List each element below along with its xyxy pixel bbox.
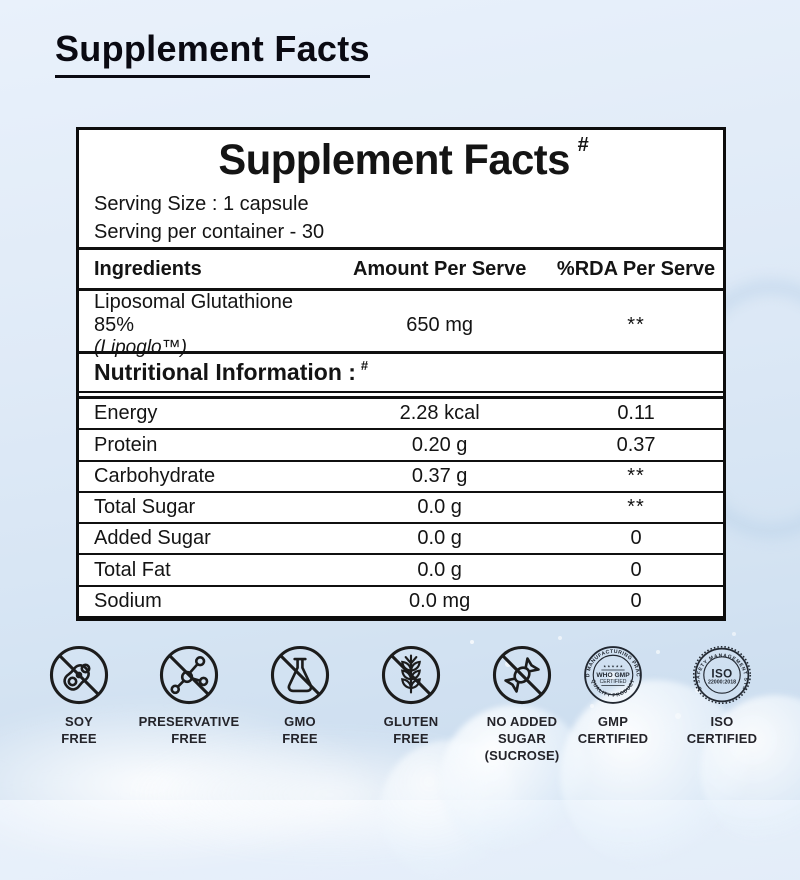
nutrient-name: Added Sugar bbox=[94, 527, 211, 550]
badge-label-line: FREE bbox=[393, 730, 429, 746]
column-rda-per-serve: %RDA Per Serve bbox=[556, 257, 716, 280]
iso-center-text: ISO bbox=[711, 667, 732, 680]
table-row: Liposomal Glutathione 85% (Lipoglo™) 650… bbox=[79, 291, 723, 358]
nutrient-amount: 0.20 g bbox=[411, 433, 468, 456]
nutrient-amount: 0.0 g bbox=[417, 527, 462, 550]
nutrient-name: Sodium bbox=[94, 589, 162, 612]
ingredient-name: Liposomal Glutathione 85% bbox=[94, 291, 294, 337]
badge-label-line: SOY bbox=[64, 714, 94, 729]
nutrient-rda: 0.37 bbox=[616, 433, 656, 456]
ingredient-amount: 650 mg bbox=[406, 313, 473, 336]
servings-per-container-text: Serving per container - 30 bbox=[94, 221, 325, 244]
iso-seal-icon: FOOD SAFETY MANAGEMENT SYSTEM ISO 22000:… bbox=[691, 643, 753, 707]
soy-free-icon bbox=[48, 643, 110, 707]
badge-label-line: FREE bbox=[171, 730, 207, 746]
table-row: Total Fat 0.0 g 0 bbox=[79, 555, 723, 587]
badge-gmo-free: GMO FREE bbox=[238, 643, 362, 748]
table-row: Total Sugar 0.0 g ** bbox=[79, 493, 723, 525]
badge-label-line: GMO bbox=[284, 714, 316, 729]
divider bbox=[79, 351, 723, 355]
divider bbox=[79, 288, 723, 292]
nutrient-amount: 0.0 mg bbox=[409, 589, 471, 612]
nutrient-name: Protein bbox=[94, 433, 158, 456]
badge-label-line: GMP bbox=[597, 714, 629, 729]
badge-iso-certified: FOOD SAFETY MANAGEMENT SYSTEM ISO 22000:… bbox=[660, 643, 784, 748]
nutrient-amount: 2.28 kcal bbox=[399, 402, 480, 425]
double-divider bbox=[79, 391, 723, 400]
badge-label-line: CERTIFIED bbox=[686, 730, 758, 746]
nutritional-information-heading: Nutritional Information : # bbox=[94, 358, 369, 386]
iso-center-subtext: 22000:2018 bbox=[708, 680, 736, 686]
supplement-facts-panel: Supplement Facts # Serving Size : 1 capsu… bbox=[76, 127, 726, 621]
column-amount-per-serve: Amount Per Serve bbox=[352, 257, 527, 280]
page-heading: Supplement Facts bbox=[55, 28, 370, 78]
badge-label-line: SUGAR (SUCROSE) bbox=[484, 730, 560, 763]
badge-label-line: PRESERVATIVE bbox=[138, 714, 240, 729]
nutrition-heading-note: # bbox=[360, 358, 369, 374]
column-ingredients: Ingredients bbox=[94, 257, 202, 280]
nutrient-name: Energy bbox=[94, 402, 158, 425]
nutrient-rda: ** bbox=[627, 464, 645, 487]
badge-label-line: NO ADDED bbox=[486, 714, 558, 729]
nutrient-amount: 0.37 g bbox=[411, 464, 468, 487]
badge-row: SOY FREE PRESERVATIVE FREE bbox=[0, 643, 800, 763]
table-row: Protein 0.20 g 0.37 bbox=[79, 430, 723, 462]
badge-preservative-free: PRESERVATIVE FREE bbox=[127, 643, 251, 748]
no-added-sugar-icon bbox=[491, 643, 553, 707]
ingredient-rda: ** bbox=[627, 313, 645, 336]
badge-no-added-sugar: NO ADDED SUGAR (SUCROSE) bbox=[460, 643, 584, 765]
nutrient-name: Carbohydrate bbox=[94, 464, 216, 487]
nutrient-name: Total Sugar bbox=[94, 496, 196, 519]
table-row: Added Sugar 0.0 g 0 bbox=[79, 524, 723, 556]
table-header-row: Ingredients Amount Per Serve %RDA Per Se… bbox=[79, 250, 723, 288]
table-row: Energy 2.28 kcal 0.11 bbox=[79, 399, 723, 431]
panel-title: Supplement Facts # bbox=[79, 130, 723, 190]
divider bbox=[79, 247, 723, 251]
page-title: Supplement Facts bbox=[55, 28, 370, 78]
table-row: Sodium 0.0 mg 0 bbox=[79, 587, 723, 616]
badge-gluten-free: GLUTEN FREE bbox=[349, 643, 473, 748]
nutrient-amount: 0.0 g bbox=[417, 558, 462, 581]
badge-label-line: GLUTEN bbox=[383, 714, 439, 729]
badge-label-line: CERTIFIED bbox=[577, 730, 649, 746]
gmp-stars: ★ ★ ★ ★ ★ bbox=[603, 665, 623, 669]
nutrient-rda: ** bbox=[627, 496, 645, 519]
gmp-center-text: WHO GMP bbox=[596, 672, 630, 679]
badge-label-line: ISO bbox=[710, 714, 734, 729]
table-row: Carbohydrate 0.37 g ** bbox=[79, 462, 723, 493]
gmo-free-icon bbox=[269, 643, 331, 707]
gmp-center-subtext: CERTIFIED bbox=[600, 679, 627, 685]
badge-label-line: FREE bbox=[61, 730, 97, 746]
nutrient-rda: 0 bbox=[630, 527, 642, 550]
badge-gmp-certified: GOOD MANUFACTURING PRACTICE QUALITY PROD… bbox=[551, 643, 675, 748]
preservative-free-icon bbox=[158, 643, 220, 707]
nutrient-amount: 0.0 g bbox=[417, 496, 462, 519]
panel-title-text: Supplement Facts bbox=[218, 135, 571, 184]
badge-soy-free: SOY FREE bbox=[17, 643, 141, 748]
panel-title-note: # bbox=[577, 133, 589, 156]
badge-label-line: FREE bbox=[282, 730, 318, 746]
nutrient-rda: 0 bbox=[630, 558, 642, 581]
nutrient-rda: 0.11 bbox=[617, 402, 655, 425]
serving-size-text: Serving Size : 1 capsule bbox=[94, 193, 309, 216]
gluten-free-icon bbox=[380, 643, 442, 707]
nutrient-rda: 0 bbox=[630, 589, 642, 612]
nutrient-name: Total Fat bbox=[94, 558, 171, 581]
gmp-seal-icon: GOOD MANUFACTURING PRACTICE QUALITY PROD… bbox=[582, 643, 644, 707]
